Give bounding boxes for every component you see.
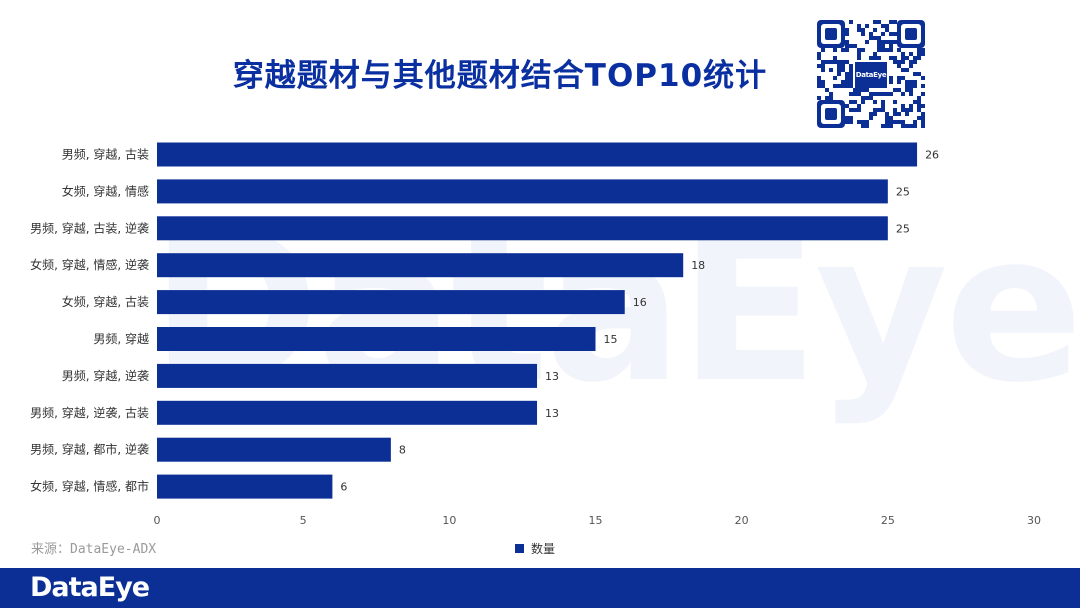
legend: 数量 <box>515 540 555 557</box>
data-label: 25 <box>896 222 910 235</box>
data-label: 13 <box>545 370 559 383</box>
bar <box>157 400 538 425</box>
bar <box>157 253 684 278</box>
data-label: 6 <box>340 481 347 494</box>
bar <box>157 474 333 499</box>
data-label: 13 <box>545 407 559 420</box>
x-tick-label: 5 <box>300 514 307 527</box>
category-label: 男频, 穿越, 逆袭 <box>62 368 149 383</box>
x-tick-label: 0 <box>154 514 161 527</box>
x-tick-label: 30 <box>1027 514 1041 527</box>
x-tick-label: 15 <box>589 514 603 527</box>
category-label: 男频, 穿越, 古装 <box>62 147 149 162</box>
data-label: 16 <box>633 296 647 309</box>
category-label: 女频, 穿越, 情感 <box>62 183 149 198</box>
data-label: 26 <box>925 149 939 162</box>
category-label: 男频, 穿越, 古装, 逆袭 <box>30 220 149 235</box>
category-label: 男频, 穿越, 逆袭, 古装 <box>30 405 149 420</box>
bar <box>157 142 918 167</box>
bar-chart: 男频, 穿越, 古装 26 女频, 穿越, 情感 25 男频, 穿越, 古装, 逆袭 25… <box>30 142 1041 527</box>
bar <box>157 437 391 462</box>
footer-logo: DataEye <box>30 572 150 603</box>
qr-logo: DataEye <box>855 62 887 88</box>
data-label: 15 <box>604 333 618 346</box>
bar <box>157 290 625 315</box>
source-note: 来源：DataEye-ADX <box>31 542 157 557</box>
x-tick-label: 10 <box>442 514 456 527</box>
category-label: 女频, 穿越, 情感, 逆袭 <box>30 257 149 272</box>
qr-code <box>817 20 925 128</box>
bar <box>157 216 888 241</box>
legend-swatch <box>515 544 524 553</box>
bar <box>157 363 538 388</box>
chart-title: 穿越题材与其他题材结合TOP10统计 <box>232 58 768 94</box>
category-label: 女频, 穿越, 古装 <box>62 294 149 309</box>
category-label: 男频, 穿越, 都市, 逆袭 <box>30 442 149 457</box>
bar <box>157 179 888 204</box>
data-label: 8 <box>399 444 406 457</box>
footer-bar: DataEye <box>0 568 1080 608</box>
category-label: 女频, 穿越, 情感, 都市 <box>30 479 149 494</box>
x-tick-label: 20 <box>735 514 749 527</box>
data-label: 18 <box>691 259 705 272</box>
bar <box>157 327 596 351</box>
legend-label: 数量 <box>531 542 556 556</box>
data-label: 25 <box>896 185 910 198</box>
category-label: 男频, 穿越 <box>93 331 149 346</box>
x-tick-label: 25 <box>881 514 895 527</box>
